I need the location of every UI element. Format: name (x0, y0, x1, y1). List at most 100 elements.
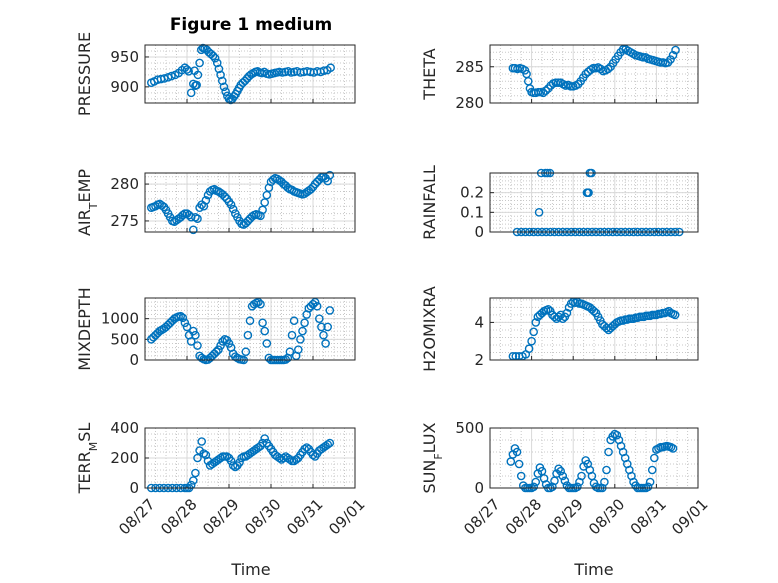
y-tick-label: 285 (455, 58, 484, 76)
data-point (323, 440, 333, 449)
y-tick-label: 4 (474, 313, 484, 331)
data-point (214, 345, 223, 354)
y-axis-label: THETA (420, 48, 439, 100)
data-point (603, 64, 613, 74)
data-point (314, 314, 324, 323)
data-point (647, 465, 657, 475)
y-tick-label: 280 (455, 94, 484, 112)
data-point (298, 326, 307, 336)
data-point (538, 88, 548, 98)
subplot-sun-flux: 0 500 SUNFLUX 08/2708/2808/2908/3008/3109/0… (420, 419, 712, 538)
subplot-air-temp: 275 280 AIRTEMP (75, 169, 356, 236)
y-axis-label: PRESSURE (75, 32, 94, 116)
data-point (600, 477, 609, 487)
data-point (254, 297, 263, 307)
y-axis-label: RAINFALL (420, 165, 439, 240)
y-axis-label: MIXDEPTH (75, 287, 94, 370)
data-point (554, 312, 563, 322)
data-point (258, 205, 267, 215)
data-point (192, 80, 201, 90)
data-point (182, 322, 192, 332)
subplot-h2omixra: 2 4 H2OMIXRA (420, 286, 699, 372)
data-point (317, 322, 326, 332)
data-point (310, 297, 320, 307)
data-point (180, 318, 190, 328)
y-tick-label: 900 (110, 78, 139, 96)
y-tick-label: 500 (110, 330, 139, 348)
y-tick-label: 0 (129, 479, 139, 497)
data-point (562, 308, 572, 318)
data-point (285, 347, 295, 357)
data-point (285, 455, 295, 464)
y-tick-label: 0.1 (460, 203, 484, 221)
data-point (283, 183, 293, 193)
axes-box (489, 44, 699, 104)
data-point (214, 64, 224, 74)
y-tick-label: 1000 (101, 310, 139, 328)
axes-box (144, 172, 356, 233)
y-tick-label: 0 (474, 479, 484, 497)
data-point (566, 82, 576, 91)
subplot-pressure: 900 950 PRESSURE (75, 32, 356, 116)
x-tick-label: 08/31 (627, 495, 670, 538)
data-point (527, 336, 536, 346)
data-point (240, 76, 250, 86)
data-point (224, 94, 234, 104)
y-axis-label: TERRMSL (75, 423, 100, 495)
data-point (260, 326, 270, 336)
data-point (224, 339, 234, 348)
data-point (287, 330, 297, 340)
data-point (221, 87, 230, 96)
data-point (556, 466, 566, 476)
data-point (197, 437, 206, 446)
y-tick-label: 0 (129, 351, 139, 369)
data-point (293, 345, 303, 354)
data-point (210, 53, 220, 63)
data-point (514, 459, 524, 469)
data-point (668, 444, 678, 453)
data-point (543, 304, 553, 314)
x-tick-label: 08/29 (543, 495, 586, 538)
data-point (604, 447, 613, 457)
y-axis-label: SUNFLUX (420, 422, 445, 493)
data-point (308, 299, 318, 309)
axes-box (489, 297, 699, 361)
data-point (602, 465, 611, 475)
y-tick-label: 0 (474, 223, 484, 241)
data-point (289, 316, 299, 326)
data-point (199, 449, 209, 458)
data-point (325, 170, 335, 180)
data-point (308, 450, 318, 460)
x-tick-label: 08/30 (585, 495, 628, 538)
data-point (670, 310, 680, 320)
data-point (193, 453, 202, 463)
data-point (184, 67, 193, 76)
x-tick-label: 08/29 (199, 495, 242, 538)
data-point (534, 208, 544, 217)
data-point (296, 335, 305, 344)
data-point (618, 45, 628, 54)
data-point (245, 316, 255, 326)
subplot-theta: 280 285 THETA (420, 44, 699, 112)
y-tick-label: 950 (110, 48, 139, 66)
data-point (188, 326, 198, 336)
data-point (188, 476, 198, 485)
data-point (217, 76, 227, 86)
plot-area (489, 172, 699, 233)
data-point (553, 78, 563, 87)
y-tick-label: 400 (110, 419, 139, 437)
y-axis-label: H2OMIXRA (420, 286, 439, 372)
data-point (151, 201, 160, 211)
figure-title: Figure 1 medium (170, 15, 332, 35)
data-point (584, 188, 593, 197)
x-tick-label: 09/01 (325, 495, 368, 538)
data-point (193, 341, 202, 350)
axes-box (144, 427, 356, 489)
data-point (216, 70, 225, 80)
data-point (560, 476, 570, 486)
data-point (577, 471, 586, 481)
data-point (529, 482, 538, 492)
data-point (260, 434, 270, 443)
data-point (193, 214, 202, 224)
